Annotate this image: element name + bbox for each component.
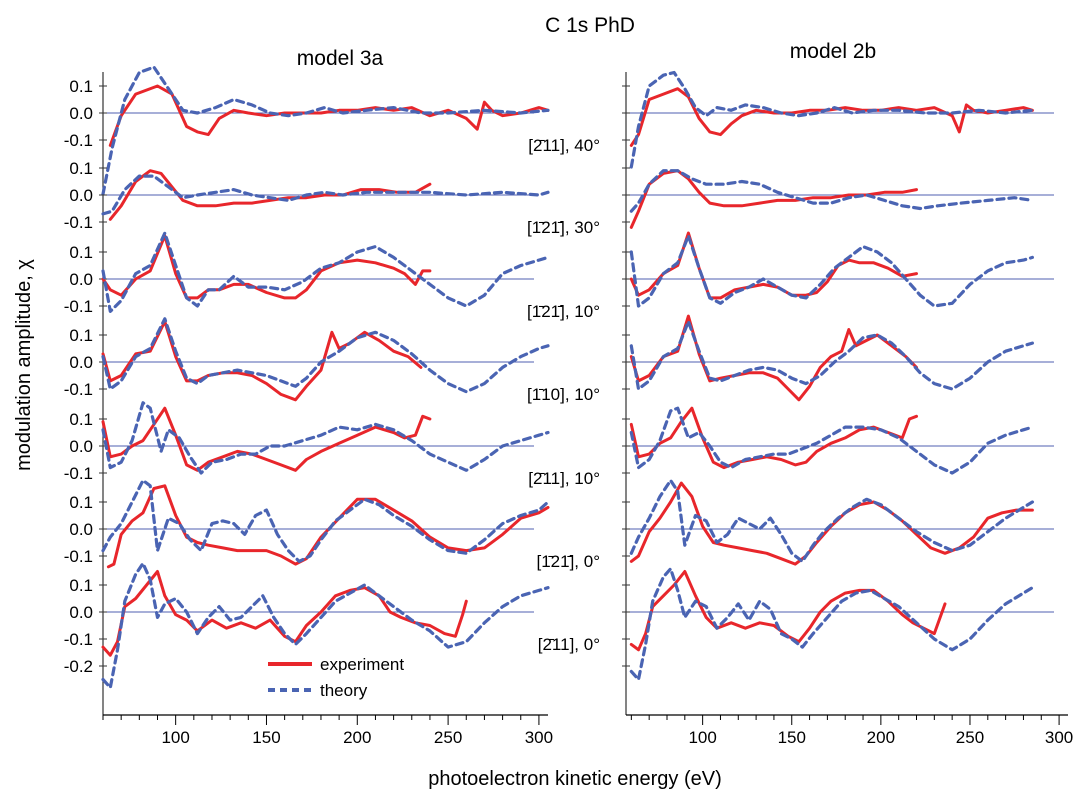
model-3a-x-tick-label: 100 [161, 728, 189, 747]
model-2b-experiment-curve [629, 87, 1034, 147]
model-2b-theory-curve [629, 70, 1035, 169]
model-3a-x-tick-label: 200 [343, 728, 371, 747]
legend-label-experiment: experiment [320, 655, 404, 674]
model-2b-x-tick-label: 300 [1045, 728, 1073, 747]
model-3a-panel-label: [2̄11], 0° [538, 635, 600, 654]
model-3a-panel-label: [1̄21̄], 10° [527, 302, 600, 321]
model-3a-x-tick-label: 150 [252, 728, 280, 747]
model-3a-y-tick-label: 0.1 [69, 159, 93, 178]
legend: experiment theory [268, 655, 404, 700]
model-2b-experiment-curve [629, 570, 947, 652]
model-3a-y-tick-label: 0.1 [69, 493, 93, 512]
model-3a-y-tick-label: 0.0 [69, 104, 93, 123]
y-axis-label: modulation amplitude, χ [13, 259, 35, 471]
panel-title-model-3a: model 3a [297, 47, 384, 70]
model-2b-x-tick-label: 150 [778, 728, 806, 747]
model-3a-y-tick-label: 0.0 [69, 437, 93, 456]
model-3a-experiment-curve [106, 484, 550, 569]
model-3a-theory-curve [101, 478, 550, 564]
model-3a-y-tick-label: 0.1 [69, 77, 93, 96]
model-3a-y-tick-label: 0.1 [69, 243, 93, 262]
model-2b-x-tick-label: 200 [867, 728, 895, 747]
model-3a-panel-label: [2̄11], 40° [528, 136, 600, 155]
model-3a-y-tick-label: 0.1 [69, 326, 93, 345]
model-3a-y-tick-label: -0.1 [64, 297, 93, 316]
model-3a-panel-label: [1̄10], 10° [527, 385, 600, 404]
model-2b-x-tick-label: 100 [688, 728, 716, 747]
model-3a-x-tick-label: 300 [525, 728, 553, 747]
model-3a-experiment-curve [108, 84, 550, 147]
model-2b-theory-curve [629, 234, 1035, 308]
model-2b-experiment-curve [629, 231, 918, 300]
model-3a-y-tick-label: 0.0 [69, 520, 93, 539]
model-2b-experiment-curve [629, 314, 918, 402]
model-3a-plot: 100 150 200 250 300 0.1 0.0 -0.1 [2̄11], 40° 0.1 0… [64, 65, 600, 747]
model-3a-y-tick-label: -0.1 [64, 547, 93, 566]
x-axis-label: photoelectron kinetic energy (eV) [428, 768, 722, 790]
model-3a-panel-label: [2̄11], 10° [528, 469, 600, 488]
model-3a-y-tick-label: -0.1 [64, 630, 93, 649]
model-2b-experiment-curve [629, 169, 918, 229]
model-3a-panel-label: [1̄21̄], 0° [536, 552, 600, 571]
model-3a-y-tick-label: -0.2 [64, 657, 93, 676]
model-2b-x-tick-label: 250 [956, 728, 984, 747]
panel-title-model-2b: model 2b [790, 40, 876, 63]
model-3a-theory-curve [101, 174, 550, 216]
model-3a-experiment-curve [108, 169, 432, 221]
legend-label-theory: theory [320, 681, 368, 700]
model-3a-y-tick-label: 0.1 [69, 410, 93, 429]
model-2b-theory-curve [629, 169, 1035, 213]
model-3a-theory-curve [101, 231, 550, 313]
model-2b-theory-curve [629, 478, 1035, 564]
model-3a-y-tick-label: 0.0 [69, 353, 93, 372]
model-3a-y-tick-label: -0.1 [64, 131, 93, 150]
model-2b-plot: 100 150 200 250 300 [622, 70, 1073, 747]
model-2b-theory-curve [629, 567, 1035, 682]
model-3a-experiment-curve [101, 320, 423, 402]
model-3a-y-tick-label: -0.1 [64, 464, 93, 483]
model-2b-experiment-curve [629, 406, 918, 470]
model-3a-y-tick-label: 0.0 [69, 186, 93, 205]
model-3a-theory-curve [101, 561, 550, 690]
model-3a-y-tick-label: 0.0 [69, 603, 93, 622]
model-3a-theory-curve [101, 317, 550, 394]
model-3a-y-tick-label: -0.1 [64, 213, 93, 232]
model-3a-experiment-curve [101, 234, 432, 300]
model-3a-panel-label: [1̄21̄], 30° [527, 218, 600, 237]
model-3a-y-tick-label: 0.1 [69, 576, 93, 595]
model-2b-theory-curve [629, 319, 1035, 391]
model-3a-x-tick-label: 250 [434, 728, 462, 747]
figure-title: C 1s PhD [545, 14, 635, 37]
model-3a-y-tick-label: 0.0 [69, 270, 93, 289]
model-2b-theory-curve [629, 406, 1035, 475]
model-3a-theory-curve [101, 401, 550, 475]
model-3a-theory-curve [101, 65, 550, 196]
model-3a-y-tick-label: -0.1 [64, 380, 93, 399]
